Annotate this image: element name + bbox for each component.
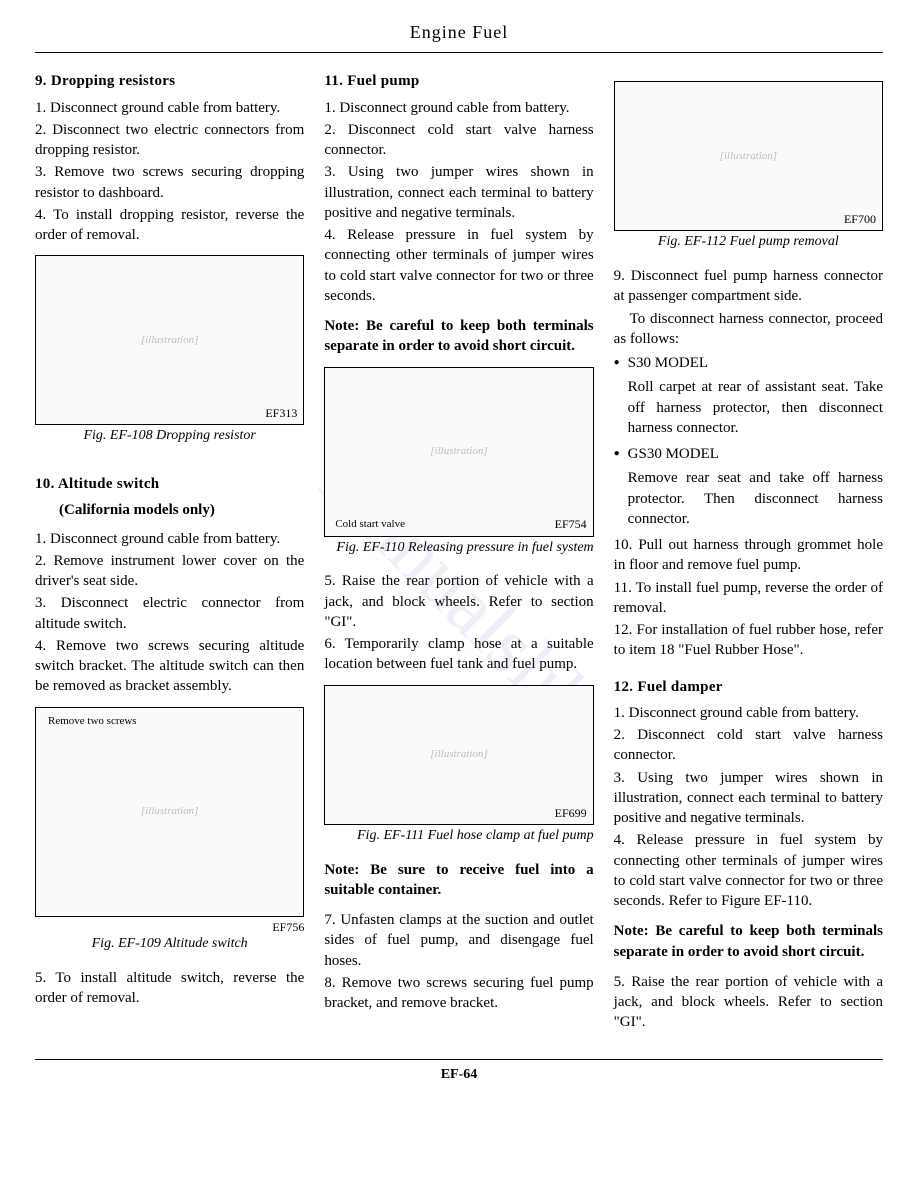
s11-step-4: 4. Release pressure in fuel system by co… [324,225,593,306]
figure-ef110-caption: Fig. EF-110 Releasing pressure in fuel s… [324,539,593,558]
figure-ef111-caption: Fig. EF-111 Fuel hose clamp at fuel pump [324,827,593,846]
figure-ef110: [illustration] Cold start valve EF754 [324,367,593,537]
s9-step-4: 4. To install dropping resistor, reverse… [35,205,304,246]
figure-ref: EF313 [265,405,297,421]
s10-step-1: 1. Disconnect ground cable from battery. [35,529,304,549]
s11-step-1: 1. Disconnect ground cable from battery. [324,98,593,118]
s11-step-2: 2. Disconnect cold start valve harness c… [324,120,593,161]
s10-step-5: 5. To install altitude switch, reverse t… [35,968,304,1009]
s12-step-3: 3. Using two jumper wires shown in illus… [614,768,883,829]
section-10-title: 10. Altitude switch [35,474,304,494]
s11-step-11: 11. To install fuel pump, reverse the or… [614,578,883,619]
s11-step-12: 12. For installation of fuel rubber hose… [614,620,883,661]
figure-ef108-caption: Fig. EF-108 Dropping resistor [35,427,304,446]
s12-step-5: 5. Raise the rear portion of vehicle wit… [614,972,883,1033]
model-s30-body: Roll carpet at rear of assistant seat. T… [614,377,883,438]
s11-step-9b: To disconnect harness connector, proceed… [614,309,883,350]
figure-ef112: [illustration] EF700 [614,81,883,231]
s11-step-8: 8. Remove two screws securing fuel pump … [324,973,593,1014]
model-list: S30 MODEL [614,353,883,373]
s12-step-1: 1. Disconnect ground cable from battery. [614,703,883,723]
figure-ref: EF754 [555,516,587,532]
s9-step-2: 2. Disconnect two electric connectors fr… [35,120,304,161]
s11-step-5: 5. Raise the rear portion of vehicle wit… [324,571,593,632]
s11-step-3: 3. Using two jumper wires shown in illus… [324,162,593,223]
s11-step-10: 10. Pull out harness through grommet hol… [614,535,883,576]
s11-step-6: 6. Temporarily clamp hose at a suitable … [324,634,593,675]
s10-step-3: 3. Disconnect electric connector from al… [35,593,304,634]
content-columns: 9. Dropping resistors 1. Disconnect grou… [35,71,883,1034]
model-gs30: GS30 MODEL [614,444,883,464]
figure-ref: EF756 [35,919,304,935]
model-s30: S30 MODEL [614,353,883,373]
column-middle: 11. Fuel pump 1. Disconnect ground cable… [324,71,593,1034]
s11-note-1: Note: Be careful to keep both terminals … [324,316,593,357]
s12-step-2: 2. Disconnect cold start valve harness c… [614,725,883,766]
figure-ef109-caption: Fig. EF-109 Altitude switch [35,935,304,954]
s11-note-2: Note: Be sure to receive fuel into a sui… [324,860,593,901]
figure-ef109: [illustration] Remove two screws [35,707,304,917]
s9-step-1: 1. Disconnect ground cable from battery. [35,98,304,118]
s12-step-4: 4. Release pressure in fuel system by co… [614,830,883,911]
page-title: Engine Fuel [35,20,883,53]
column-right: [illustration] EF700 Fig. EF-112 Fuel pu… [614,71,883,1034]
s11-step-7: 7. Unfasten clamps at the suction and ou… [324,910,593,971]
section-12-title: 12. Fuel damper [614,677,883,697]
figure-ref: EF699 [555,805,587,821]
s11-step-9: 9. Disconnect fuel pump harness connecto… [614,266,883,307]
figure-ref: EF700 [844,211,876,227]
model-gs30-body: Remove rear seat and take off harness pr… [614,468,883,529]
s10-step-2: 2. Remove instrument lower cover on the … [35,551,304,592]
figure-ef112-caption: Fig. EF-112 Fuel pump removal [614,233,883,252]
s10-step-4: 4. Remove two screws securing altitude s… [35,636,304,697]
column-left: 9. Dropping resistors 1. Disconnect grou… [35,71,304,1034]
figure-label: Remove two screws [48,714,137,729]
page-number: EF-64 [35,1059,883,1085]
s9-step-3: 3. Remove two screws securing dropping r… [35,162,304,203]
figure-ef111: [illustration] EF699 [324,685,593,825]
figure-ef108: [illustration] EF313 [35,255,304,425]
model-list-2: GS30 MODEL [614,444,883,464]
section-10-subtitle: (California models only) [59,500,304,520]
section-11-title: 11. Fuel pump [324,71,593,91]
s12-note: Note: Be careful to keep both terminals … [614,921,883,962]
figure-label: Cold start valve [335,517,405,532]
section-9-title: 9. Dropping resistors [35,71,304,91]
